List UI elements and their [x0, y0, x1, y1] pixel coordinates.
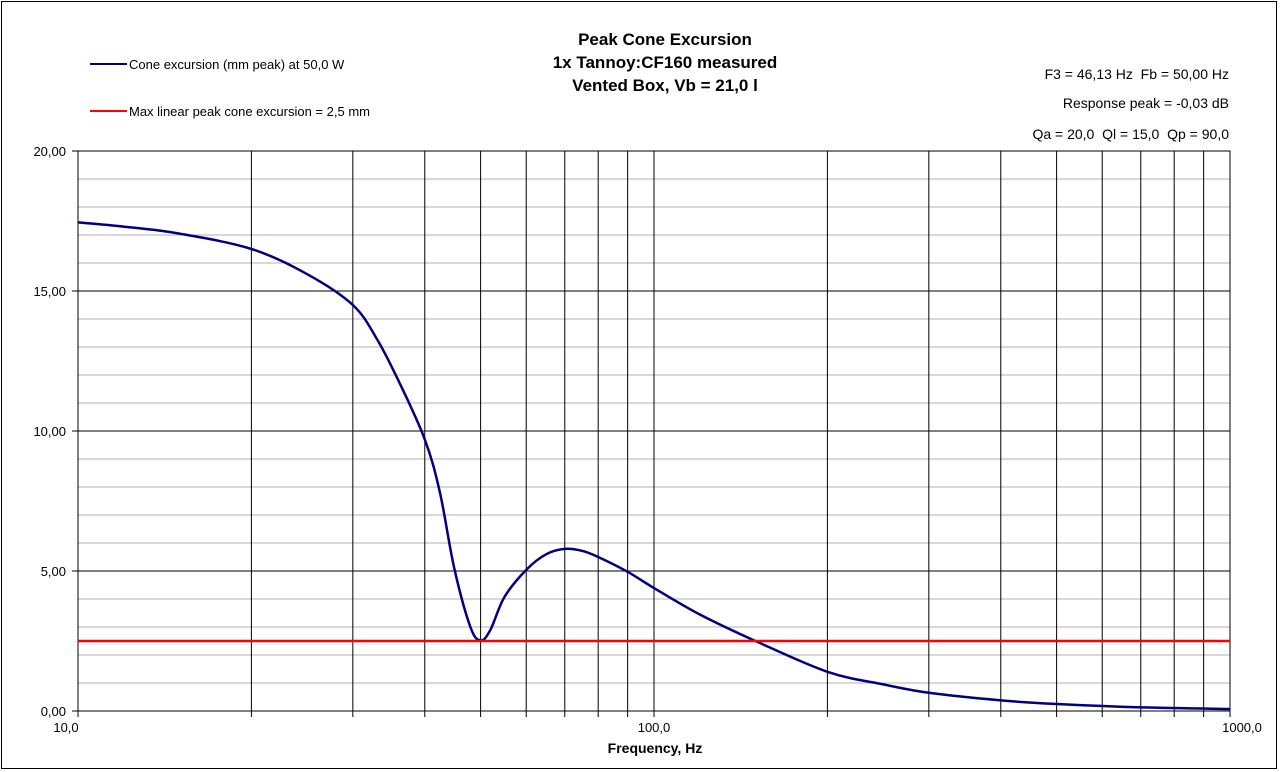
- annotation-response-peak: Response peak = -0,03 dB: [1063, 95, 1229, 111]
- y-tick-label: 0,00: [41, 704, 66, 719]
- chart-title-line-3: Vented Box, Vb = 21,0 l: [572, 76, 758, 95]
- x-axis-label: Frequency, Hz: [608, 740, 703, 756]
- series-line-cone-excursion: [77, 221, 1231, 711]
- y-tick-label: 15,00: [33, 284, 66, 299]
- annotation-f3-fb: F3 = 46,13 Hz Fb = 50,00 Hz: [1045, 66, 1229, 82]
- annotation-q-values: Qa = 20,0 Ql = 15,0 Qp = 90,0: [1032, 126, 1229, 142]
- y-tick-label: 10,00: [33, 424, 66, 439]
- chart-title-line-2: 1x Tannoy:CF160 measured: [553, 53, 778, 72]
- x-tick-label: 10,0: [53, 720, 78, 735]
- legend-label-cone-excursion: Cone excursion (mm peak) at 50,0 W: [129, 57, 345, 72]
- x-tick-label: 100,0: [638, 720, 671, 735]
- x-tick-label: 1000,0: [1222, 720, 1262, 735]
- y-tick-label: 5,00: [41, 564, 66, 579]
- legend-label-max-linear: Max linear peak cone excursion = 2,5 mm: [129, 104, 370, 119]
- chart-title-line-1: Peak Cone Excursion: [578, 30, 752, 49]
- y-tick-label: 20,00: [33, 144, 66, 159]
